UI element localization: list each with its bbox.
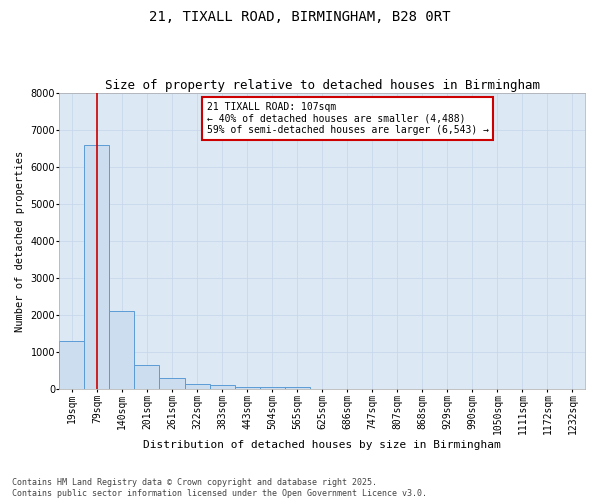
Bar [235,388,260,389]
Bar [109,312,134,389]
Y-axis label: Number of detached properties: Number of detached properties [15,150,25,332]
Text: 21 TIXALL ROAD: 107sqm
← 40% of detached houses are smaller (4,488)
59% of semi-: 21 TIXALL ROAD: 107sqm ← 40% of detached… [206,102,488,135]
Bar [209,386,235,389]
Bar [185,384,209,389]
Bar [284,388,310,389]
Title: Size of property relative to detached houses in Birmingham: Size of property relative to detached ho… [104,79,539,92]
Text: Contains HM Land Registry data © Crown copyright and database right 2025.
Contai: Contains HM Land Registry data © Crown c… [12,478,427,498]
Bar [134,365,160,389]
Text: 21, TIXALL ROAD, BIRMINGHAM, B28 0RT: 21, TIXALL ROAD, BIRMINGHAM, B28 0RT [149,10,451,24]
Bar [85,145,109,389]
Bar [160,378,185,389]
X-axis label: Distribution of detached houses by size in Birmingham: Distribution of detached houses by size … [143,440,501,450]
Bar [59,341,85,389]
Bar [260,388,284,389]
